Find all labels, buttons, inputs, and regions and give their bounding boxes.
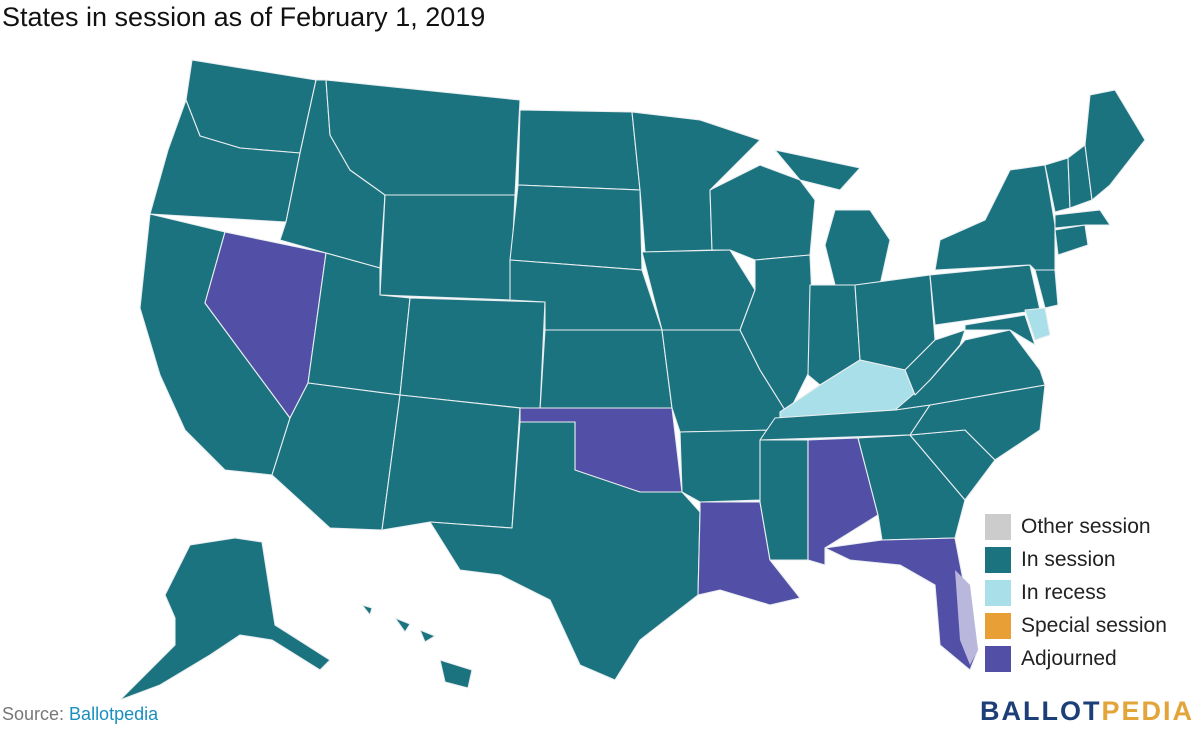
legend-label: Adjourned: [1021, 646, 1117, 670]
legend-swatch: [985, 546, 1011, 573]
source-link[interactable]: Ballotpedia: [69, 704, 159, 724]
legend-label: In recess: [1021, 580, 1107, 604]
state-massachusetts[interactable]: [1054, 209, 1111, 229]
legend-label: In session: [1021, 547, 1116, 571]
legend-item-other-session: Other session: [985, 510, 1167, 543]
legend-item-in-recess: In recess: [985, 576, 1167, 609]
us-map: [0, 40, 1200, 701]
state-florida[interactable]: [824, 537, 979, 671]
state-new-york[interactable]: [934, 164, 1056, 271]
state-texas[interactable]: [429, 421, 701, 681]
source-note: Source: Ballotpedia: [2, 704, 158, 725]
state-maryland[interactable]: [964, 314, 1036, 346]
state-wyoming[interactable]: [379, 194, 516, 301]
legend-swatch: [985, 579, 1011, 606]
state-iowa[interactable]: [641, 249, 756, 331]
source-prefix: Source:: [2, 704, 70, 724]
logo-part-pedia: PEDIA: [1101, 696, 1194, 726]
state-south-dakota[interactable]: [509, 184, 643, 271]
state-maine[interactable]: [1084, 89, 1146, 201]
legend-item-adjourned: Adjourned: [985, 642, 1167, 675]
state-alaska[interactable]: [119, 537, 331, 701]
legend: Other session In session In recess Speci…: [985, 510, 1167, 675]
legend-label: Other session: [1021, 514, 1151, 538]
state-new-mexico[interactable]: [381, 394, 521, 531]
logo-part-ballot: BALLOT: [979, 696, 1102, 726]
state-west-virginia[interactable]: [904, 329, 966, 396]
state-mississippi[interactable]: [759, 439, 809, 561]
state-arkansas[interactable]: [679, 429, 776, 503]
map-title: States in session as of February 1, 2019: [2, 2, 486, 32]
state-connecticut[interactable]: [1054, 224, 1089, 256]
legend-swatch: [985, 612, 1011, 639]
ballotpedia-logo: BALLOTPEDIA: [980, 696, 1194, 727]
state-delaware[interactable]: [1024, 307, 1051, 341]
legend-item-in-session: In session: [985, 543, 1167, 576]
state-hawaii[interactable]: [361, 604, 473, 689]
legend-label: Special session: [1021, 613, 1167, 637]
state-colorado[interactable]: [399, 297, 546, 411]
legend-swatch: [985, 645, 1011, 672]
legend-swatch: [985, 513, 1011, 540]
legend-item-special-session: Special session: [985, 609, 1167, 642]
state-kansas[interactable]: [539, 329, 673, 411]
state-north-dakota[interactable]: [517, 109, 641, 191]
florida-keys: [955, 570, 978, 665]
